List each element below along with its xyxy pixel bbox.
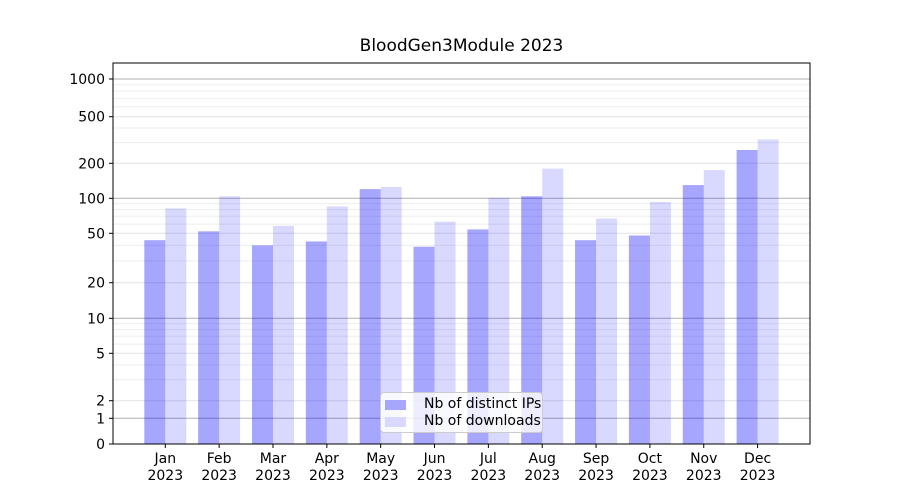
- x-tick-label-month: Sep: [583, 451, 610, 467]
- x-tick-label-month: Jul: [479, 451, 497, 467]
- bar-downloads-jan: [165, 208, 187, 444]
- bar-downloads-feb: [219, 196, 241, 444]
- y-tick-label: 200: [78, 156, 105, 172]
- bar-distinct-ips-may: [359, 189, 381, 444]
- chart-title: BloodGen3Module 2023: [359, 36, 564, 56]
- y-tick-label: 0: [96, 437, 105, 453]
- bar-distinct-ips-nov: [682, 185, 704, 444]
- x-tick-label-year: 2023: [147, 468, 183, 484]
- x-tick-label-month: Oct: [638, 451, 663, 467]
- bar-downloads-may: [380, 187, 402, 444]
- y-tick-label: 100: [78, 191, 105, 207]
- bar-downloads-aug: [542, 168, 564, 444]
- y-tick-label: 500: [78, 110, 105, 126]
- legend-item-downloads: Nb of downloads: [385, 413, 541, 430]
- x-tick-label-year: 2023: [255, 468, 291, 484]
- y-tick-label: 20: [87, 276, 105, 292]
- bar-distinct-ips-mar: [251, 245, 273, 444]
- x-tick-label-year: 2023: [524, 468, 560, 484]
- bar-downloads-oct: [649, 201, 671, 444]
- bar-distinct-ips-jan: [144, 240, 166, 444]
- plot-border: [112, 62, 811, 445]
- x-tick-label-year: 2023: [740, 468, 776, 484]
- y-tick-label: 10: [87, 311, 105, 327]
- x-tick-label-month: Aug: [529, 451, 556, 467]
- bar-distinct-ips-sep: [575, 240, 597, 444]
- bar-distinct-ips-aug: [521, 196, 543, 444]
- legend-label-downloads: Nb of downloads: [424, 413, 541, 429]
- x-tick-label-month: Feb: [207, 451, 232, 467]
- bar-downloads-nov: [703, 170, 725, 444]
- x-tick-label-year: 2023: [363, 468, 399, 484]
- legend-label-distinct-ips: Nb of distinct IPs: [424, 396, 542, 412]
- bar-downloads-jun: [434, 221, 456, 444]
- x-tick-label-month: Mar: [260, 451, 287, 467]
- x-tick-label-month: Jun: [423, 451, 446, 467]
- x-tick-label-year: 2023: [417, 468, 453, 484]
- bar-downloads-apr: [326, 206, 348, 444]
- y-tick-label: 50: [87, 226, 105, 242]
- bar-distinct-ips-feb: [198, 231, 220, 444]
- legend-swatch-downloads-icon: [385, 416, 406, 427]
- bar-downloads-sep: [596, 218, 618, 444]
- legend-item-distinct-ips: Nb of distinct IPs: [385, 396, 541, 413]
- bar-distinct-ips-oct: [628, 235, 650, 444]
- bar-distinct-ips-jul: [467, 229, 489, 444]
- x-tick-label-month: May: [366, 451, 395, 467]
- x-tick-label-year: 2023: [578, 468, 614, 484]
- x-tick-label-year: 2023: [632, 468, 668, 484]
- x-tick-label-month: Apr: [315, 451, 339, 467]
- y-tick-label: 2: [96, 394, 105, 410]
- x-tick-label-year: 2023: [686, 468, 722, 484]
- x-tick-label-month: Dec: [744, 451, 771, 467]
- x-tick-label-month: Jan: [154, 451, 177, 467]
- bar-downloads-jul: [488, 197, 510, 444]
- x-tick-label-year: 2023: [201, 468, 237, 484]
- x-tick-label-year: 2023: [309, 468, 345, 484]
- bar-distinct-ips-apr: [305, 241, 327, 444]
- x-tick-label-year: 2023: [471, 468, 507, 484]
- bar-downloads-mar: [272, 225, 294, 444]
- legend-swatch-distinct-ips-icon: [385, 399, 406, 410]
- y-tick-label: 1000: [69, 72, 105, 88]
- x-tick-label-month: Nov: [690, 451, 717, 467]
- y-tick-label: 1: [96, 411, 105, 427]
- bar-downloads-dec: [757, 139, 779, 445]
- legend: Nb of distinct IPs Nb of downloads: [380, 392, 543, 433]
- y-tick-label: 5: [96, 346, 105, 362]
- bar-distinct-ips-dec: [736, 149, 758, 444]
